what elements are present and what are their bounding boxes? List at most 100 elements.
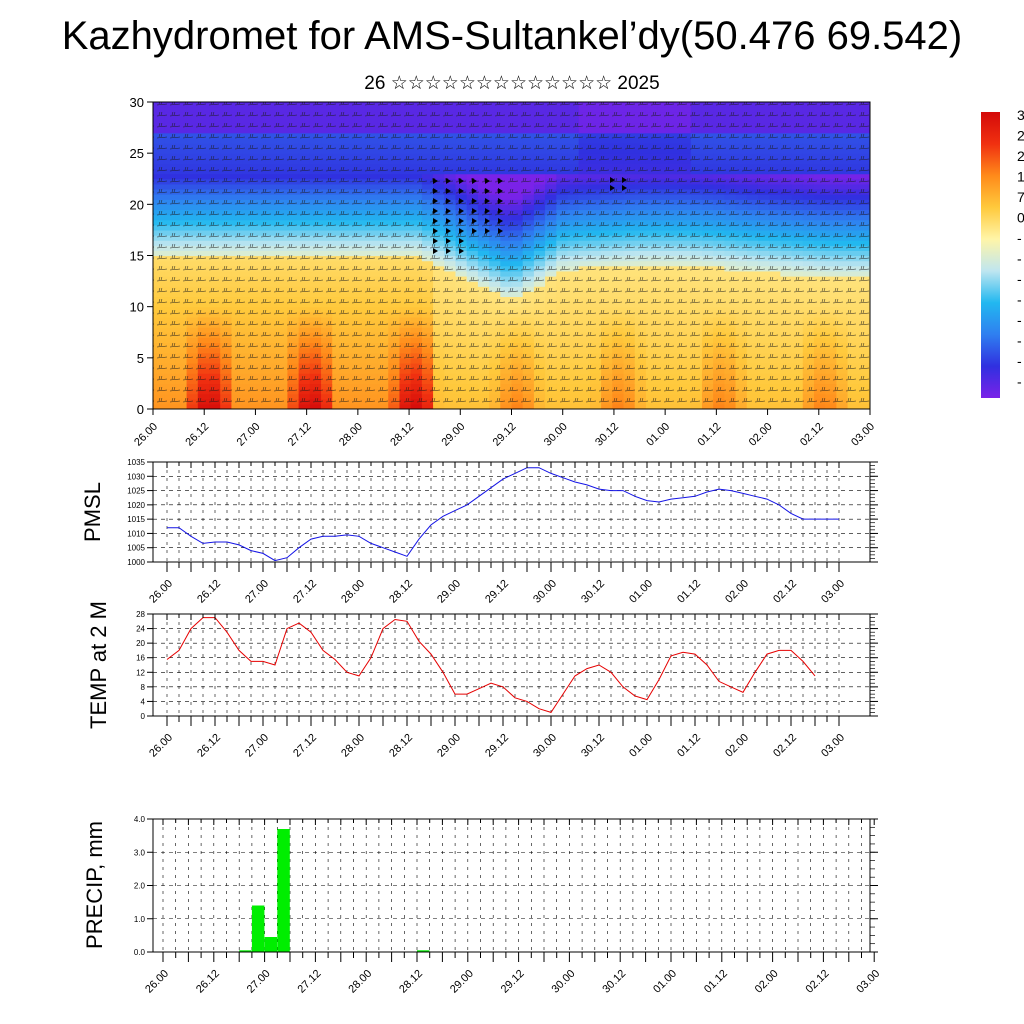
cross-xtick-label: 27.00 (235, 421, 263, 449)
wind-flag (610, 185, 615, 191)
xtick-label: 01.00 (627, 732, 655, 760)
wind-flag (459, 218, 464, 224)
xtick-label: 28.12 (387, 732, 415, 760)
pmsl-series-line (167, 467, 839, 562)
colorbar-label: 3 (1017, 107, 1024, 123)
cross-ytick-label: 20 (130, 197, 144, 212)
colorbar-label: 0 (1017, 210, 1024, 226)
xtick-label: 01.00 (627, 578, 655, 606)
ytick-label: 1010 (127, 529, 145, 538)
wind-flag (622, 177, 627, 183)
wind-flag (446, 228, 451, 234)
pmsl-panel: 1000 1005 1010 1015 1020 1025 1030 1035 26.00 26.… (80, 458, 878, 606)
temp-panel: 0 4 8 12 16 20 24 28 26.00 26.12 27.00 27.12 28.00 28… (86, 601, 878, 760)
wind-flag (472, 218, 477, 224)
colorbar-label: 1 (1017, 169, 1024, 185)
xtick-label: 02.12 (804, 968, 832, 996)
wind-flags (433, 177, 627, 254)
colorbar-label: 2 (1017, 128, 1024, 144)
xtick-label: 27.00 (245, 968, 273, 996)
wind-flag (446, 218, 451, 224)
precip-panel: 0.0 1.0 2.0 3.0 4.0 26.00 26.12 27.00 27.12 28.00… (82, 815, 882, 996)
xtick-label: 28.00 (339, 732, 367, 760)
xtick-label: 26.12 (195, 732, 223, 760)
ytick-label: 1005 (127, 544, 145, 553)
xtick-label: 30.00 (550, 968, 578, 996)
wind-flag (433, 238, 438, 244)
xtick-label: 27.12 (291, 732, 319, 760)
wind-flag (433, 218, 438, 224)
wind-flag (459, 188, 464, 194)
wind-flag (433, 198, 438, 204)
wind-flag (446, 248, 451, 254)
wind-flag (485, 228, 490, 234)
cross-xtick-label: 27.12 (286, 421, 314, 449)
ytick-label: 12 (136, 668, 145, 677)
xtick-label: 30.00 (531, 578, 559, 606)
wind-flag (498, 208, 503, 214)
cross-xtick-label: 02.12 (798, 421, 826, 449)
wind-flag (433, 178, 438, 184)
xtick-label: 02.12 (771, 578, 799, 606)
colorbar-labels: 3 2 2 1 7 0 - - - - - - - - (1017, 107, 1024, 390)
colorbar-label: 7 (1017, 189, 1024, 205)
colorbar-label: - (1017, 374, 1022, 390)
cross-ytick-label: 10 (130, 300, 144, 315)
xtick-label: 26.00 (147, 732, 175, 760)
cross-xtick-label: 26.00 (132, 421, 160, 449)
ytick-label: 1035 (127, 458, 145, 467)
cross-ytick-label: 5 (137, 351, 144, 366)
wind-flag (622, 185, 627, 191)
wind-flag (498, 228, 503, 234)
colorbar: 3 2 2 1 7 0 - - - - - - - - (981, 107, 1024, 398)
colorbar-bar (981, 112, 1000, 398)
pmsl-frame (152, 461, 871, 563)
xtick-label: 28.12 (397, 968, 425, 996)
wind-flag (433, 228, 438, 234)
xtick-label: 02.00 (723, 578, 751, 606)
wind-flag (459, 248, 464, 254)
ytick-label: 1020 (127, 501, 145, 510)
ytick-label: 28 (136, 610, 145, 619)
xtick-label: 26.00 (147, 578, 175, 606)
ytick-label: 20 (136, 639, 145, 648)
temp-frame (152, 613, 871, 717)
cross-ytick-label: 30 (130, 95, 144, 110)
xtick-label: 02.00 (723, 732, 751, 760)
cross-xtick-label: 29.12 (491, 421, 519, 449)
wind-flag (459, 178, 464, 184)
xtick-label: 01.12 (675, 578, 703, 606)
cross-xtick-label: 02.00 (747, 421, 775, 449)
colorbar-label: - (1017, 353, 1022, 369)
xtick-label: 30.12 (579, 732, 607, 760)
wind-field (153, 102, 870, 409)
wind-flag (446, 178, 451, 184)
cross-xtick-label: 30.00 (542, 421, 570, 449)
xtick-label: 28.00 (346, 968, 374, 996)
precip-bar (251, 905, 265, 952)
colorbar-label: - (1017, 333, 1022, 349)
precip-bar (264, 937, 278, 952)
ytick-label: 8 (141, 683, 146, 692)
wind-flag (472, 188, 477, 194)
xtick-label: 30.12 (600, 968, 628, 996)
precip-bar (239, 950, 252, 952)
wind-flag (472, 228, 477, 234)
ytick-label: 1030 (127, 472, 145, 481)
wind-flag (433, 208, 438, 214)
ytick-label: 1000 (127, 558, 145, 567)
xtick-label: 29.00 (448, 968, 476, 996)
wind-flag (446, 238, 451, 244)
wind-flag (433, 248, 438, 254)
xtick-label: 29.00 (435, 578, 463, 606)
precip-ylabel: PRECIP, mm (82, 821, 107, 949)
cross-ytick-label: 15 (130, 249, 144, 264)
wind-flag (485, 188, 490, 194)
colorbar-label: - (1017, 312, 1022, 328)
ytick-label: 2.0 (134, 882, 146, 891)
wind-flag (485, 218, 490, 224)
ytick-label: 24 (136, 625, 145, 634)
wind-flag (459, 228, 464, 234)
xtick-label: 29.12 (499, 968, 527, 996)
